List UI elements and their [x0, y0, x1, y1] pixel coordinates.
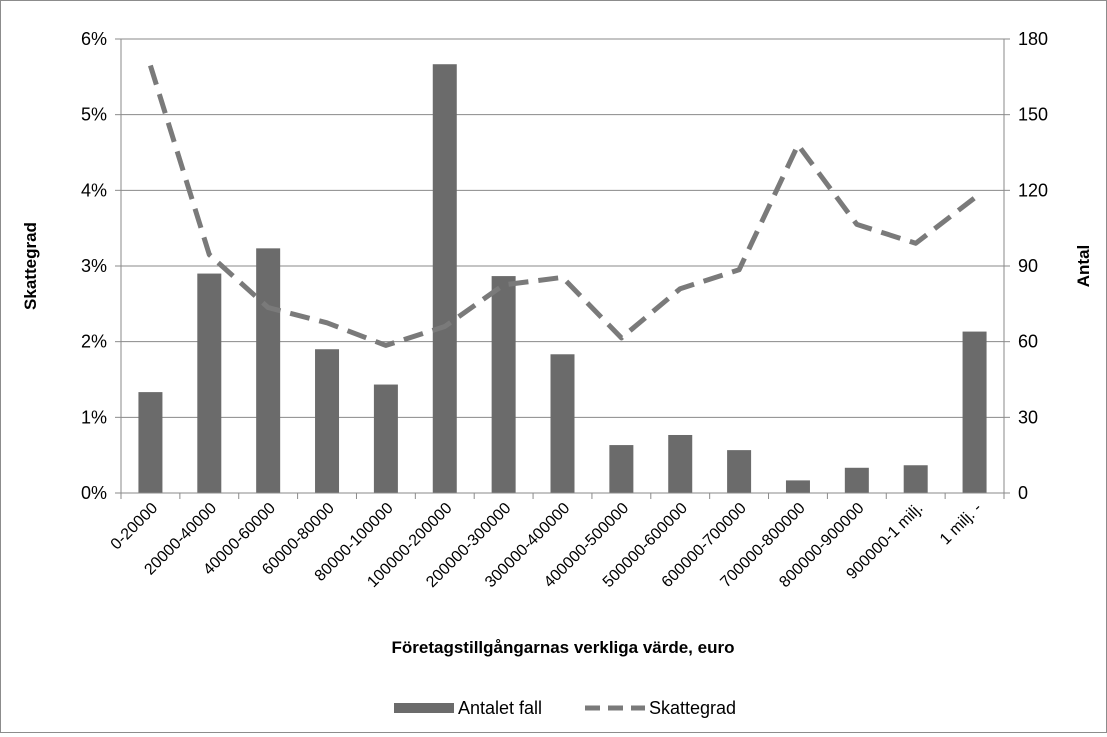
- bar: [903, 465, 928, 493]
- bar: [785, 480, 810, 493]
- legend-label-line: Skattegrad: [649, 698, 736, 718]
- category-labels: 0-2000020000-4000040000-6000060000-80000…: [108, 500, 986, 591]
- line-skattegrad: [148, 64, 977, 348]
- right-tick-label: 60: [1018, 332, 1038, 352]
- bar: [609, 445, 634, 493]
- bar-series: [138, 64, 987, 493]
- bar: [373, 384, 398, 493]
- left-tick-label: 3%: [81, 256, 107, 276]
- left-tick-label: 2%: [81, 332, 107, 352]
- axes: [120, 39, 1005, 499]
- bar: [844, 467, 869, 493]
- right-axis-title: Antal: [1074, 245, 1093, 288]
- legend: Antalet fall Skattegrad: [394, 698, 736, 718]
- bar: [256, 248, 281, 493]
- legend-swatch-bar: [394, 703, 454, 713]
- category-label: 1 milj. -: [937, 500, 985, 548]
- bar: [197, 273, 222, 493]
- category-label: 0-20000: [108, 500, 162, 554]
- right-tick-label: 0: [1018, 483, 1028, 503]
- bar: [668, 434, 693, 493]
- legend-label-bar: Antalet fall: [458, 698, 542, 718]
- bar: [315, 349, 340, 493]
- line-series: [148, 64, 977, 348]
- bar: [491, 276, 516, 493]
- right-tick-label: 180: [1018, 29, 1048, 49]
- bar: [727, 450, 752, 493]
- right-tick-label: 30: [1018, 407, 1038, 427]
- x-axis-title: Företagstillgångarnas verkliga värde, eu…: [392, 638, 735, 657]
- right-axis-ticks: 0 30 60 90 120 150 180: [1018, 29, 1048, 503]
- bar: [962, 331, 987, 493]
- left-axis-title: Skattegrad: [21, 222, 40, 310]
- right-tick-label: 120: [1018, 180, 1048, 200]
- left-tick-label: 1%: [81, 407, 107, 427]
- left-tick-label: 0%: [81, 483, 107, 503]
- bar: [432, 64, 457, 493]
- bar: [550, 354, 575, 493]
- bar: [138, 392, 163, 493]
- right-tick-label: 150: [1018, 105, 1048, 125]
- left-tick-label: 5%: [81, 105, 107, 125]
- right-tick-label: 90: [1018, 256, 1038, 276]
- left-tick-label: 6%: [81, 29, 107, 49]
- left-tick-label: 4%: [81, 180, 107, 200]
- left-axis-ticks: 0% 1% 2% 3% 4% 5% 6%: [81, 29, 107, 503]
